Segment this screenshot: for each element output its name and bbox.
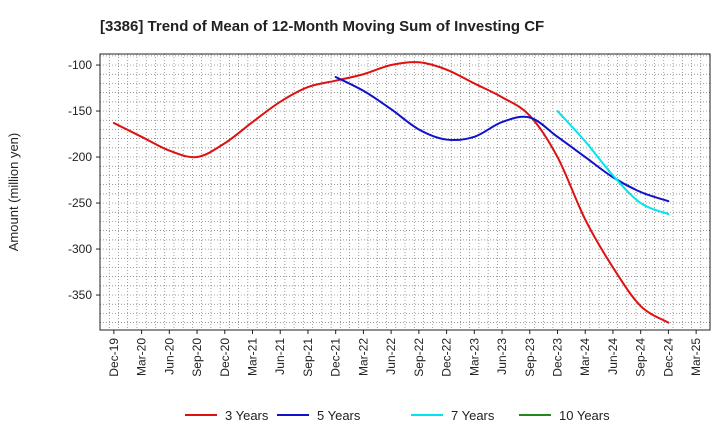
y-tick-label: -200 (68, 150, 92, 164)
legend-label: 5 Years (317, 408, 361, 423)
series-line-7-years (556, 110, 670, 216)
x-tick-label: Mar-20 (135, 338, 149, 376)
x-tick-label: Sep-22 (412, 338, 426, 377)
x-tick-label: Sep-21 (301, 338, 315, 377)
x-tick-label: Dec-22 (440, 338, 454, 377)
legend: 3 Years 5 Years 7 Years 10 Years (185, 408, 610, 423)
x-tick-label: Dec-19 (107, 338, 121, 377)
series-line-3-years (112, 61, 670, 324)
x-tick-label: Jun-20 (162, 338, 176, 375)
x-tick-label: Mar-24 (578, 338, 592, 376)
legend-label: 7 Years (451, 408, 495, 423)
y-tick-label: -300 (68, 242, 92, 256)
vertical-gridlines (108, 54, 702, 330)
y-tick-label: -100 (68, 58, 92, 72)
y-tick-label: -350 (68, 288, 92, 302)
x-tick-label: Dec-23 (551, 338, 565, 377)
series-lines (112, 61, 670, 324)
chart-title: [3386] Trend of Mean of 12-Month Moving … (100, 18, 544, 35)
x-tick-label: Sep-24 (634, 338, 648, 377)
series-line-5-years (334, 76, 670, 203)
x-tick-label: Mar-25 (689, 338, 703, 376)
x-tick-labels: Dec-19 Mar-20 Jun-20 Sep-20 Dec-20 Mar-21 Jun-… (107, 330, 703, 377)
y-tick-label: -250 (68, 196, 92, 210)
x-tick-label: Sep-23 (523, 338, 537, 377)
x-tick-label: Dec-24 (661, 338, 675, 377)
x-tick-label: Dec-21 (329, 338, 343, 377)
x-tick-label: Jun-22 (384, 338, 398, 375)
legend-label: 3 Years (225, 408, 269, 423)
x-tick-label: Dec-20 (218, 338, 232, 377)
x-tick-label: Mar-21 (246, 338, 260, 376)
x-tick-label: Jun-21 (273, 338, 287, 375)
y-axis-label: Amount (million yen) (6, 133, 21, 252)
plot-border (99, 53, 711, 331)
y-tick-label: -150 (68, 104, 92, 118)
x-tick-label: Sep-20 (190, 338, 204, 377)
x-tick-label: Mar-23 (467, 338, 481, 376)
y-tick-labels: -100 -150 -200 -250 -300 -350 (68, 58, 100, 302)
legend-label: 10 Years (559, 408, 610, 423)
x-tick-label: Jun-23 (495, 338, 509, 375)
x-tick-label: Mar-22 (356, 338, 370, 376)
x-tick-label: Jun-24 (606, 338, 620, 375)
